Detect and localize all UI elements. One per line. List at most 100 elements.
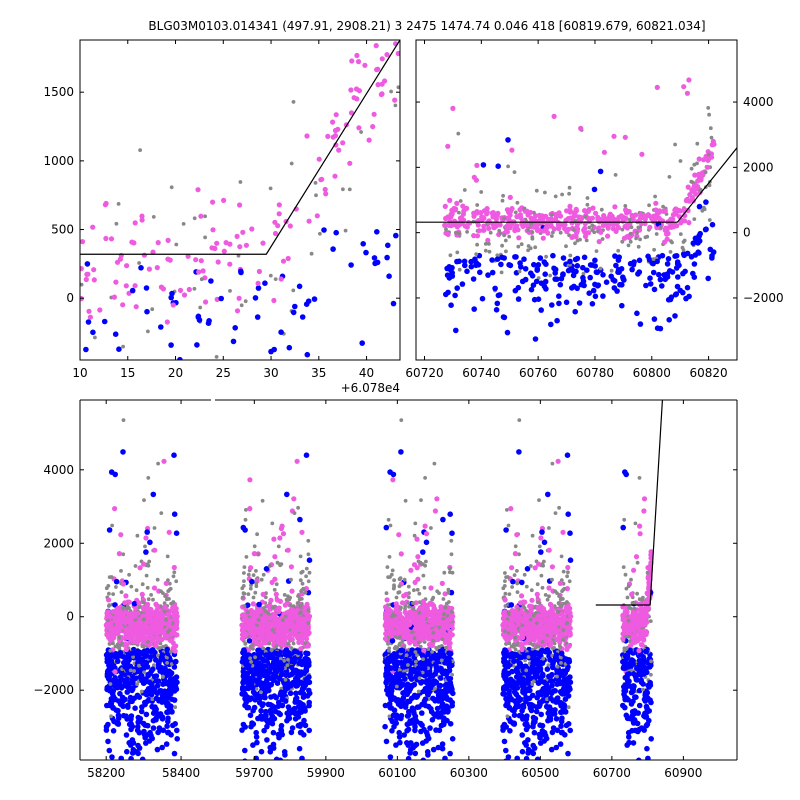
data-point: [522, 276, 529, 283]
data-point: [406, 633, 412, 639]
data-point: [530, 216, 536, 222]
data-point: [677, 287, 683, 294]
data-point: [140, 720, 147, 727]
data-point: [127, 625, 133, 631]
data-point: [221, 197, 227, 203]
data-point: [396, 729, 403, 736]
data-point: [172, 682, 178, 688]
data-point: [417, 610, 422, 615]
data-point: [316, 156, 322, 162]
x-tick-label: 60720: [405, 366, 443, 380]
data-point: [134, 639, 140, 645]
data-point: [165, 661, 170, 665]
data-point: [260, 498, 265, 503]
data-point: [290, 309, 297, 316]
data-point: [414, 659, 418, 664]
data-point: [87, 314, 93, 320]
data-point: [289, 588, 295, 594]
data-point: [135, 750, 141, 757]
data-point: [474, 162, 480, 168]
data-point: [424, 749, 431, 755]
data-point: [415, 554, 421, 560]
data-point: [291, 496, 297, 502]
data-point: [138, 265, 144, 271]
data-point: [612, 204, 618, 210]
data-point: [636, 257, 643, 264]
data-point: [115, 658, 121, 665]
data-point: [363, 249, 369, 256]
data-point: [304, 133, 310, 139]
data-point: [359, 130, 363, 134]
data-point: [141, 561, 147, 567]
x-tick-label: 20: [168, 366, 183, 380]
data-point: [254, 687, 259, 691]
data-point: [147, 559, 152, 564]
data-point: [611, 133, 617, 139]
data-point: [674, 259, 681, 265]
data-point: [284, 626, 290, 632]
data-point: [203, 214, 208, 219]
data-point: [359, 340, 366, 346]
data-point: [139, 217, 145, 223]
data-point: [139, 756, 146, 760]
data-point: [171, 600, 176, 604]
data-point: [423, 678, 430, 684]
data-point: [499, 270, 504, 275]
data-point: [253, 729, 259, 736]
data-point: [412, 588, 416, 593]
data-point: [131, 600, 138, 607]
data-point: [608, 273, 614, 280]
data-point: [681, 218, 688, 224]
data-point: [121, 344, 125, 349]
data-point: [411, 601, 415, 605]
data-point: [412, 636, 417, 641]
data-point: [560, 192, 564, 197]
data-point: [166, 589, 171, 593]
x-tick-label: 15: [120, 366, 135, 380]
data-point: [692, 187, 698, 193]
data-point: [277, 535, 283, 541]
data-point: [159, 744, 165, 751]
data-point: [656, 209, 662, 215]
data-point: [110, 728, 117, 734]
data-point: [215, 259, 221, 265]
data-point: [435, 589, 440, 594]
data-point: [348, 262, 354, 268]
data-point: [119, 569, 123, 573]
data-point: [117, 650, 124, 656]
data-point: [500, 198, 505, 203]
data-point: [128, 716, 134, 722]
data-point: [444, 670, 450, 676]
data-point: [247, 477, 253, 483]
data-point: [274, 597, 280, 603]
data-point: [663, 225, 669, 231]
data-point: [280, 258, 287, 264]
data-point: [306, 579, 311, 584]
data-point: [283, 677, 288, 682]
data-point: [146, 476, 151, 480]
data-point: [164, 646, 170, 653]
data-point: [118, 532, 124, 538]
x-tick-label: 35: [311, 366, 326, 380]
data-point: [397, 584, 402, 589]
data-point: [341, 187, 345, 192]
data-point: [483, 248, 488, 253]
data-point: [122, 642, 128, 648]
data-point: [150, 249, 156, 255]
data-point: [389, 633, 395, 639]
data-point: [590, 228, 595, 233]
data-point: [149, 681, 155, 688]
x-offset-label: +6.078e4: [341, 381, 400, 395]
data-point: [270, 521, 275, 526]
data-point: [147, 729, 153, 736]
data-point: [142, 498, 146, 502]
data-point: [285, 649, 292, 656]
data-point: [667, 175, 672, 179]
data-point: [636, 225, 641, 230]
data-point: [647, 224, 653, 230]
data-point: [542, 278, 549, 285]
data-point: [168, 707, 174, 713]
data-point: [507, 234, 512, 239]
data-point: [476, 228, 482, 234]
data-point: [480, 214, 486, 220]
